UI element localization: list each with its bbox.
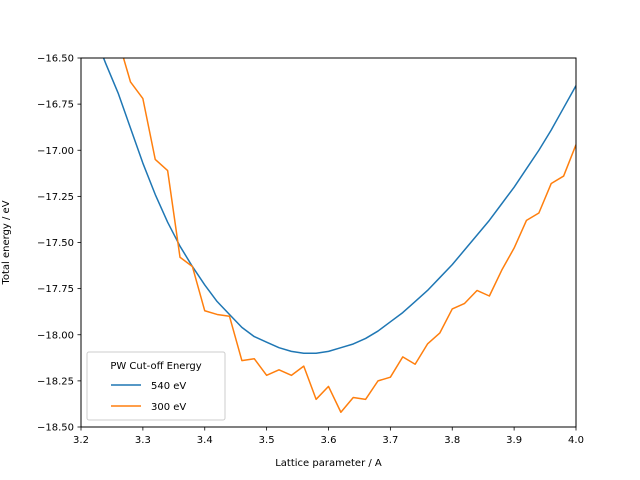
- legend-label-540ev: 540 eV: [151, 381, 186, 392]
- legend-title: PW Cut-off Energy: [110, 361, 201, 372]
- x-axis: 3.2 3.3 3.4 3.5 3.6 3.7 3.8 3.9 4.0: [73, 427, 584, 446]
- y-tick-label: −18.50: [37, 423, 74, 434]
- legend-label-300ev: 300 eV: [151, 402, 186, 413]
- x-axis-label: Lattice parameter / A: [275, 458, 382, 469]
- x-tick-label: 3.7: [382, 435, 398, 446]
- y-tick-label: −17.75: [37, 284, 74, 295]
- x-tick-label: 4.0: [568, 435, 584, 446]
- y-tick-label: −17.25: [37, 192, 74, 203]
- x-tick-label: 3.4: [197, 435, 213, 446]
- y-tick-label: −17.50: [37, 238, 74, 249]
- series-line-300-ev: [122, 58, 576, 413]
- x-tick-label: 3.8: [444, 435, 460, 446]
- y-tick-label: −16.75: [37, 100, 74, 111]
- y-tick-label: −18.00: [37, 330, 74, 341]
- series-layer: [102, 58, 576, 413]
- y-tick-label: −17.00: [37, 146, 74, 157]
- x-tick-label: 3.5: [259, 435, 275, 446]
- series-line-540-ev: [102, 58, 576, 354]
- legend-box: [86, 351, 226, 421]
- y-tick-label: −16.50: [37, 54, 74, 65]
- legend: PW Cut-off Energy 540 eV 300 eV: [86, 351, 226, 421]
- x-tick-label: 3.2: [73, 435, 89, 446]
- y-axis-label: Total energy / eV: [1, 200, 12, 285]
- y-tick-label: −18.25: [37, 376, 74, 387]
- y-axis: −16.50 −16.75 −17.00 −17.25 −17.50 −17.75 −18.…: [37, 54, 81, 434]
- x-tick-label: 3.9: [506, 435, 522, 446]
- x-tick-label: 3.6: [321, 435, 337, 446]
- x-tick-label: 3.3: [135, 435, 151, 446]
